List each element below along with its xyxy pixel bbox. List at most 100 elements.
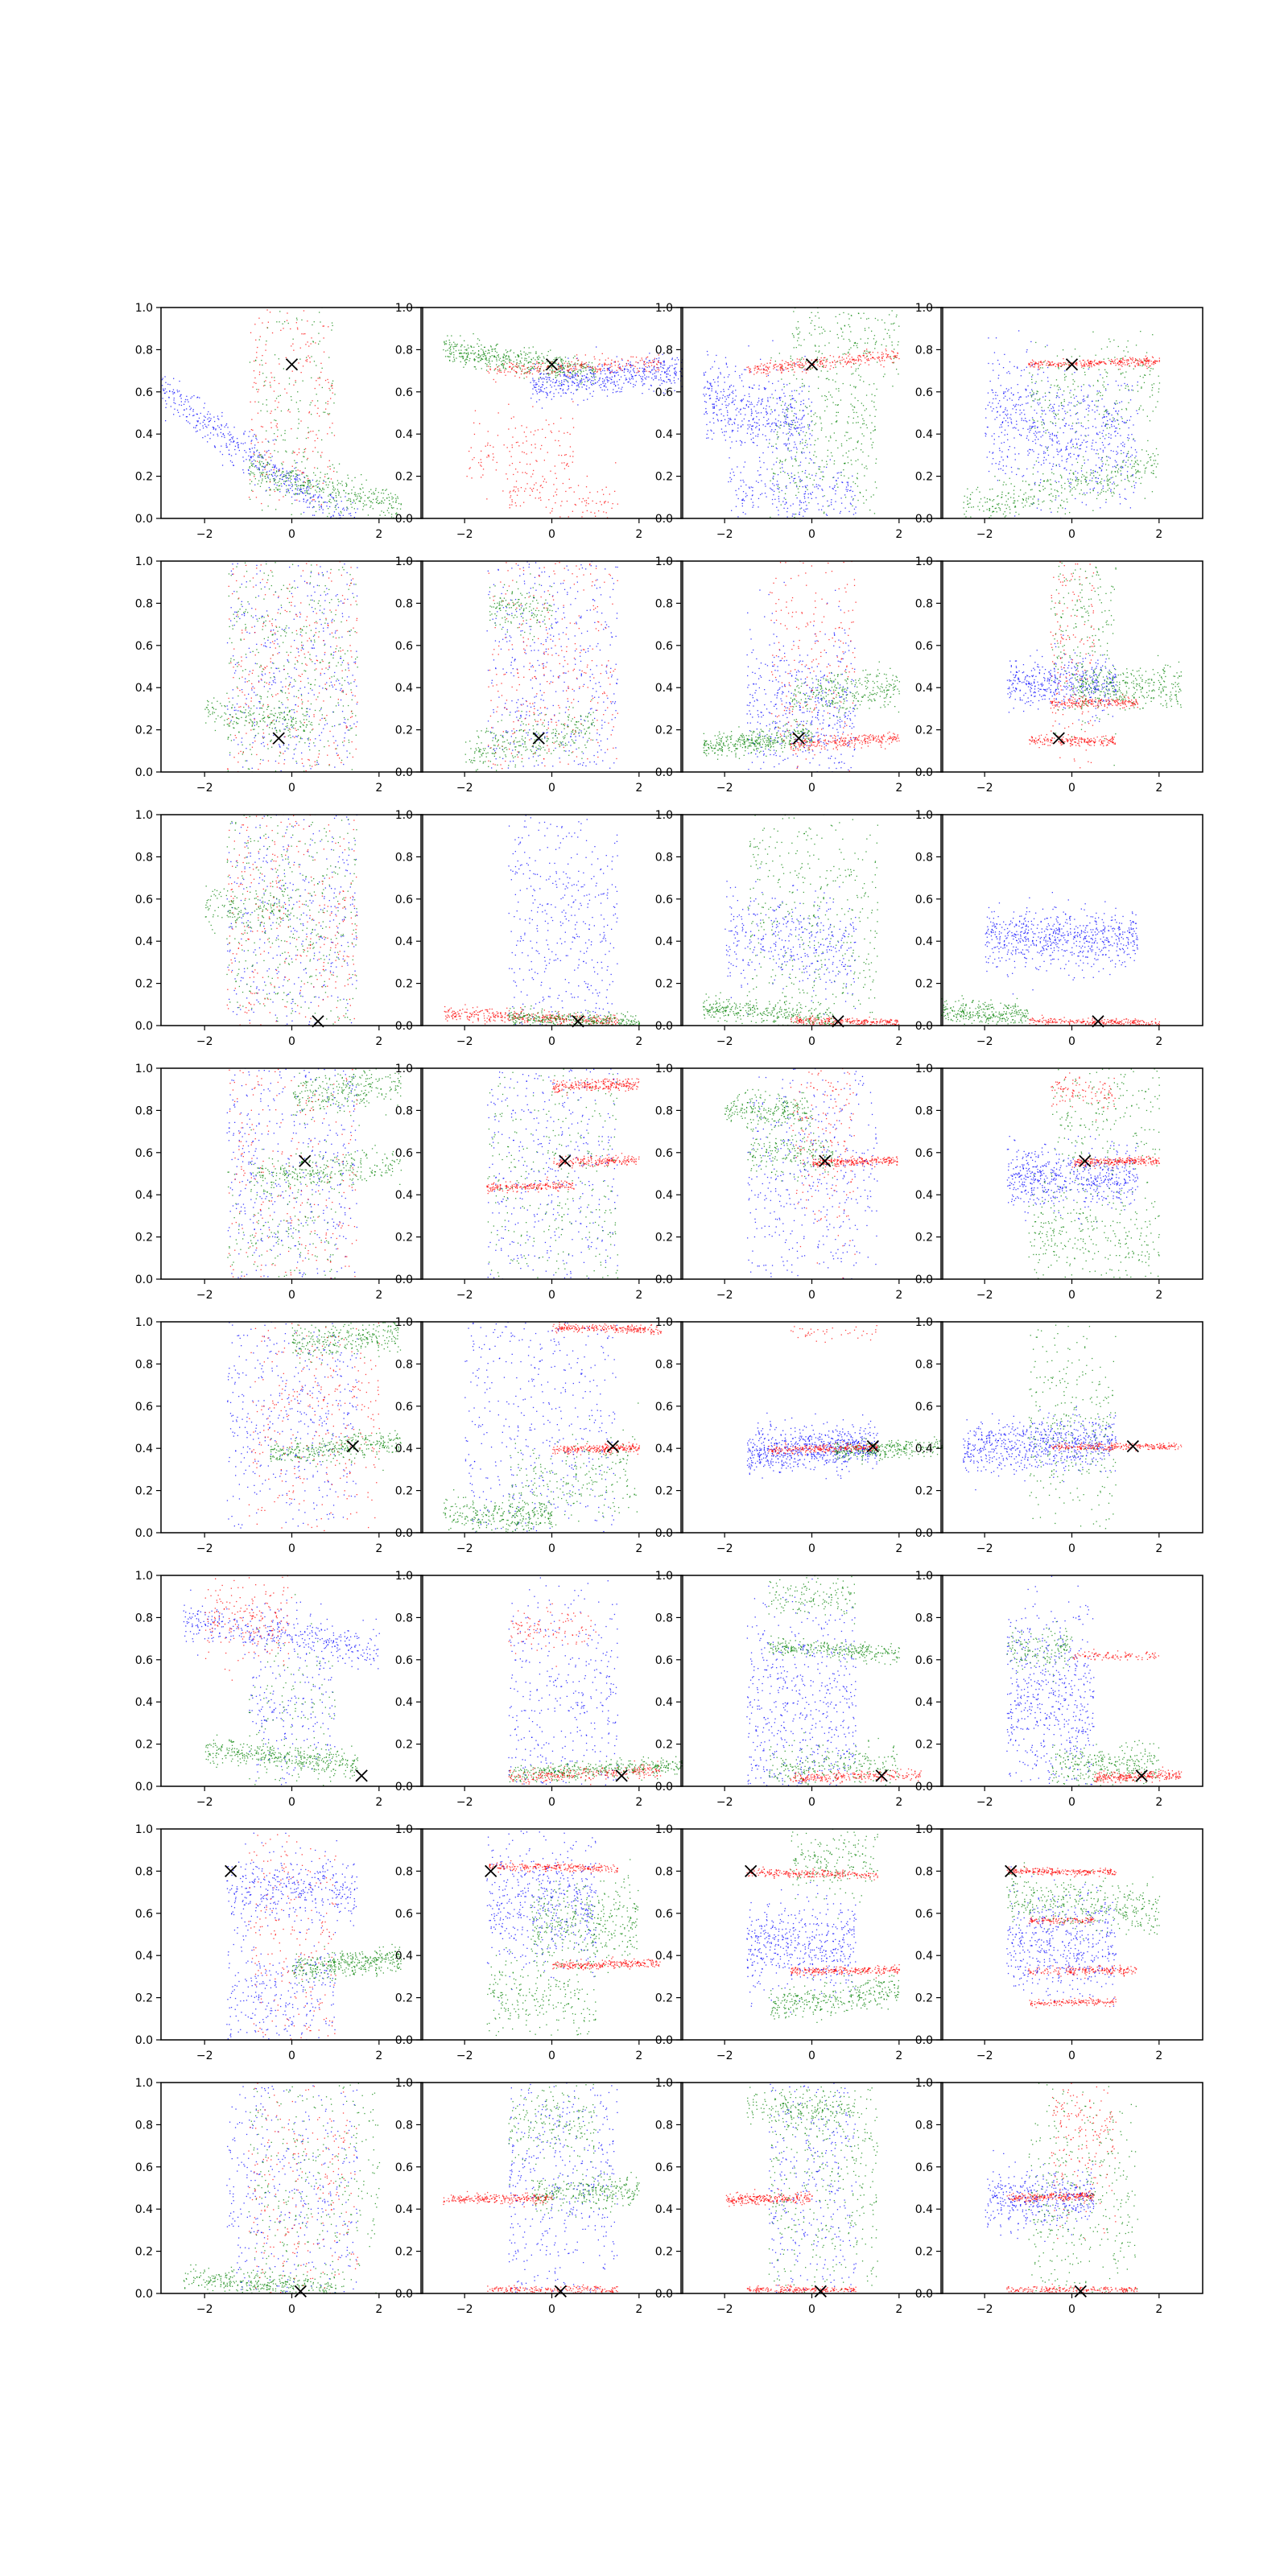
scatter-point [262,457,264,459]
scatter-point [577,370,579,373]
scatter-point [855,362,857,364]
scatter-point [502,365,504,366]
scatter-point [843,338,844,340]
scatter-point [761,363,762,365]
scatter-point [285,494,287,496]
scatter-point [1046,362,1048,364]
scatter-point [866,427,868,429]
scatter-point [267,462,269,464]
scatter-point [449,359,451,361]
scatter-point [775,369,778,371]
scatter-point [284,432,286,435]
scatter-point [825,359,827,361]
x-tick-label: 0 [548,528,555,541]
scatter-point [318,332,320,334]
scatter-point [760,493,762,496]
scatter-point [1079,448,1080,450]
scatter-point [329,494,332,497]
scatter-point [1121,466,1124,468]
scatter-point [1146,357,1147,359]
scatter-point [595,382,597,384]
scatter-point [609,372,612,374]
scatter-point [663,371,666,373]
scatter-point [275,470,278,472]
scatter-point [746,432,748,434]
scatter-point [644,374,646,376]
scatter-point [776,425,778,427]
scatter-point [590,383,592,385]
scatter-point [818,376,819,378]
scatter-point [250,440,252,442]
scatter-point [1085,451,1087,452]
scatter-point [350,501,352,502]
scatter-point [545,391,547,394]
scatter-point [728,481,729,483]
scatter-point [724,431,725,432]
y-tick-label: 0.0 [655,513,673,526]
scatter-point [758,419,760,421]
scatter-point [566,500,568,502]
scatter-point [553,359,555,361]
scatter-point [502,363,504,365]
scatter-point [630,364,632,365]
scatter-point [718,399,720,401]
scatter-point [857,368,859,369]
scatter-point [611,359,613,361]
scatter-point [1114,460,1116,461]
scatter-point [470,346,472,348]
scatter-point [1033,366,1034,368]
scatter-point [1128,359,1129,361]
scatter-point [785,498,786,500]
scatter-point [848,353,851,355]
scatter-point [238,449,240,452]
scatter-point [731,478,733,480]
scatter-point [488,361,489,363]
scatter-point [502,490,504,492]
scatter-point [765,485,766,487]
scatter-point [323,411,324,413]
scatter-point [1125,359,1128,361]
scatter-point [390,505,392,506]
scatter-point [503,353,505,355]
scatter-point [574,372,576,374]
scatter-point [852,417,854,419]
scatter-point [473,353,475,355]
scatter-point [799,511,800,513]
scatter-point [599,363,601,365]
scatter-point [591,380,592,382]
scatter-point [1076,444,1078,445]
scatter-point [314,467,316,469]
scatter-point [817,503,819,505]
scatter-point [257,346,258,349]
scatter-point [1031,362,1033,364]
scatter-point [1030,449,1031,451]
scatter-point [802,416,803,419]
scatter-point [853,342,856,344]
scatter-point [1132,360,1133,361]
scatter-point [767,367,769,369]
scatter-point [271,466,274,469]
scatter-point [824,345,826,346]
scatter-point [799,504,800,506]
scatter-point [819,416,821,418]
x-tick-label: 0 [288,528,295,541]
scatter-point [288,492,290,493]
scatter-point [1154,360,1156,361]
scatter-point [1053,364,1055,365]
scatter-point [186,420,188,422]
scatter-point [826,460,828,462]
scatter-point [766,369,767,371]
scatter-point [291,470,293,472]
scatter-point [870,354,872,356]
scatter-point [861,402,862,404]
scatter-point [791,365,793,366]
scatter-point [800,507,803,509]
scatter-point [326,502,328,503]
scatter-point [820,471,822,473]
scatter-point [778,462,781,464]
scatter-point [759,365,761,367]
scatter-point [775,461,778,463]
scatter-point [270,386,271,388]
scatter-point [1119,402,1121,403]
scatter-point [858,359,860,361]
